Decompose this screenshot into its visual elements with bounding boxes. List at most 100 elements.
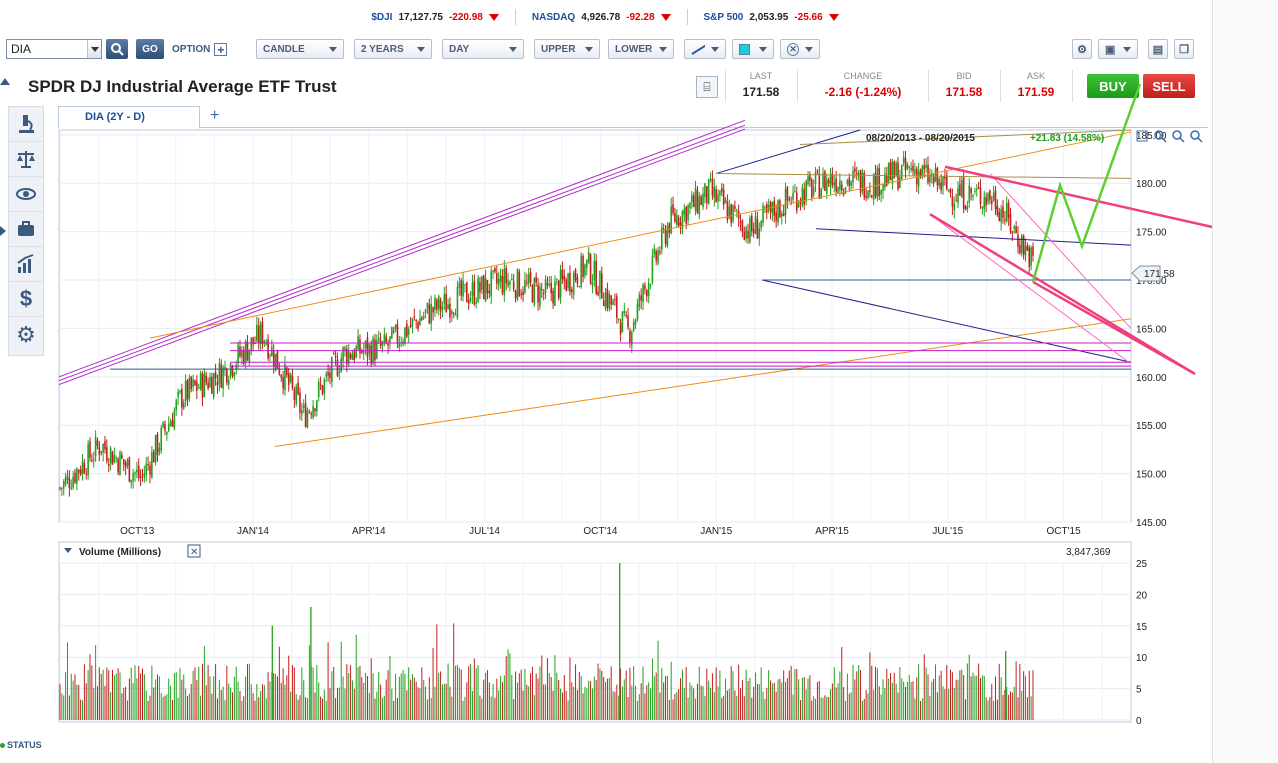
candle-body [136,469,138,473]
candle-body [68,478,71,489]
candle-body [739,221,742,223]
tab-dia[interactable]: DIA (2Y - D) [58,106,200,129]
candle-body [361,350,363,353]
settings-button[interactable]: ⚙ [1072,39,1092,59]
compare-tool[interactable] [9,142,43,177]
ticker-sp500[interactable]: S&P 500 2,053.95 -25.66 [688,9,855,25]
candle-body [458,282,461,288]
candle-body [428,304,431,324]
interval-value: DAY [449,43,470,55]
candle-body [919,169,922,177]
status-link[interactable]: STATUS [0,740,42,750]
trend-line-lower [1032,280,1196,375]
upper-value: UPPER [541,43,576,55]
candle-body [475,301,477,304]
research-tool[interactable] [9,107,43,142]
candle-body [690,195,693,203]
candle-body [672,204,674,214]
candle-body [398,342,401,348]
candle-body [801,187,804,206]
zoom-out-icon[interactable] [1172,130,1182,140]
candle-body [749,218,751,243]
delete-tool[interactable]: ✕ [780,39,820,59]
zoom-controls[interactable] [1136,130,1203,143]
symbol-input[interactable]: DIA [6,39,102,59]
color-tool[interactable] [732,39,774,59]
search-button[interactable] [106,39,128,59]
go-button[interactable]: GO [136,39,164,59]
candle-body [953,203,956,211]
candle-body [891,160,894,184]
chevron-down-icon [509,46,517,52]
candle-body [124,462,127,467]
candle-body [102,443,104,453]
candle-body [945,175,948,190]
candle-body [115,457,118,459]
candle-body [368,344,371,354]
buy-button[interactable]: BUY [1087,74,1139,98]
ticker-value: 2,053.95 [749,11,789,23]
settings-tool[interactable]: ⚙ [9,317,43,352]
page-scrollbar[interactable] [1212,0,1278,763]
range-select[interactable]: 2 YEARS [354,39,432,59]
save-button[interactable]: ▣ [1098,39,1138,59]
sell-button[interactable]: SELL [1143,74,1195,98]
watch-tool[interactable] [9,177,43,212]
candle-body [816,170,819,172]
option-toggle[interactable]: OPTION + [172,43,228,56]
candle-body [720,187,723,192]
candle-body [229,363,232,377]
ask-price: ASK 171.59 [1004,70,1068,104]
candle-body [310,413,313,415]
candle-body [265,343,268,345]
snapshot-button[interactable]: ⌸ [696,76,718,98]
chart-toolbar: DIA GO OPTION + CANDLE 2 YEARS DAY UPPER… [0,38,1210,62]
candle-body [872,174,875,200]
candle-body [921,165,924,177]
candle-body [389,336,391,343]
candle-body [580,255,582,287]
popout-button[interactable]: ❐ [1174,39,1194,59]
candle-body [304,402,307,427]
candle-body [653,248,656,255]
volume-close-button[interactable] [187,544,201,558]
candle-body [544,279,547,293]
zoom-reset-icon[interactable] [1154,130,1164,140]
candle-body [574,269,577,281]
candle-body [616,296,618,318]
fit-icon[interactable] [1136,130,1148,142]
ticker-nasdaq[interactable]: NASDAQ 4,926.78 -92.28 [516,9,688,25]
candle-body [447,304,449,310]
symbol-dropdown-button[interactable] [87,40,101,58]
chart-type-value: CANDLE [263,43,305,55]
lower-indicator-select[interactable]: LOWER [608,39,674,59]
draw-line-tool[interactable] [684,39,726,59]
upper-indicator-select[interactable]: UPPER [534,39,600,59]
portfolio-tool[interactable] [9,212,43,247]
candle-body [741,220,744,233]
add-tab-icon[interactable]: + [210,107,220,124]
candle-body [994,190,997,210]
interval-select[interactable]: DAY [442,39,524,59]
candle-body [857,173,860,177]
trade-tool[interactable]: $ [9,282,43,317]
ticker-value: 4,926.78 [581,11,621,23]
candle-body [947,189,950,192]
chart-type-select[interactable]: CANDLE [256,39,344,59]
collapse-icon[interactable] [0,78,10,85]
candle-body [284,363,286,390]
candle-body [246,341,249,361]
candle-body [374,339,376,361]
ticker-dji[interactable]: $DJI 17,127.75 -220.98 [355,9,516,25]
candle-body [259,324,262,345]
zoom-reset-handle [1161,137,1167,143]
candle-body [940,182,942,191]
zoom-in-icon[interactable] [1190,130,1200,140]
chart-tool[interactable] [9,247,43,282]
volume-collapse-icon[interactable] [64,548,72,553]
candle-body [683,208,686,215]
sidebar-expand-icon[interactable] [0,226,6,236]
x-tick-label: APR'14 [352,526,386,537]
calendar-button[interactable]: ▤ [1148,39,1168,59]
candle-body [840,184,843,191]
